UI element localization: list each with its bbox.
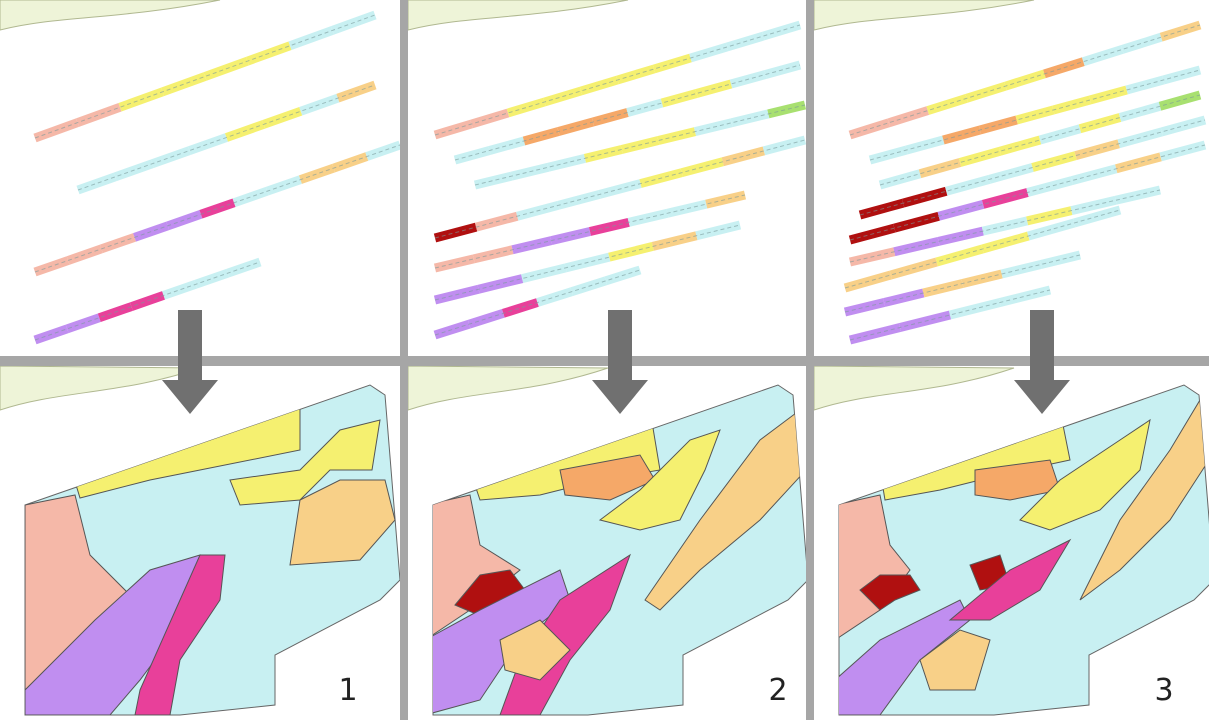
panel-label: 1: [338, 673, 357, 708]
panel-bottom: [0, 366, 400, 715]
strip-dash: [78, 85, 375, 190]
strip-segment: [668, 204, 707, 213]
strip-segment: [870, 150, 907, 160]
strip-segment: [585, 149, 622, 158]
panel-top: [814, 0, 1205, 340]
strip-segment: [1041, 255, 1080, 265]
strip-segment: [706, 195, 745, 204]
strip-segment: [475, 176, 512, 185]
panel-label: 2: [768, 673, 787, 708]
figure: 1 2 3: [0, 0, 1209, 720]
page: {"panels": [{"label": "1"}, {"label": "2…: [0, 0, 1209, 720]
strip-segment: [920, 163, 960, 174]
strip-segment: [1083, 49, 1122, 61]
panel-label: 3: [1154, 673, 1173, 708]
panel-top: [408, 0, 805, 335]
coast: [408, 366, 608, 410]
strip-segment: [1127, 80, 1164, 90]
strip-segment: [691, 47, 728, 58]
strip-segment: [884, 293, 923, 303]
strip-segment: [1000, 140, 1040, 151]
coast: [814, 0, 1034, 30]
panel-bottom: [408, 366, 808, 715]
strip-segment: [1040, 129, 1080, 140]
strip-segment: [764, 25, 801, 36]
strip-dash: [845, 255, 1080, 312]
strip-segment: [845, 303, 884, 313]
strip-segment: [1053, 100, 1090, 110]
strip-segment: [1002, 265, 1041, 275]
strip-segment: [960, 151, 1000, 162]
strip-segment: [590, 222, 629, 231]
strip-segment: [435, 259, 474, 268]
coast: [0, 0, 220, 30]
panel-top: [0, 0, 400, 340]
panel-bottom: [814, 366, 1209, 715]
strip-segment: [551, 232, 590, 241]
coast: [408, 0, 628, 30]
coast: [814, 366, 1014, 410]
